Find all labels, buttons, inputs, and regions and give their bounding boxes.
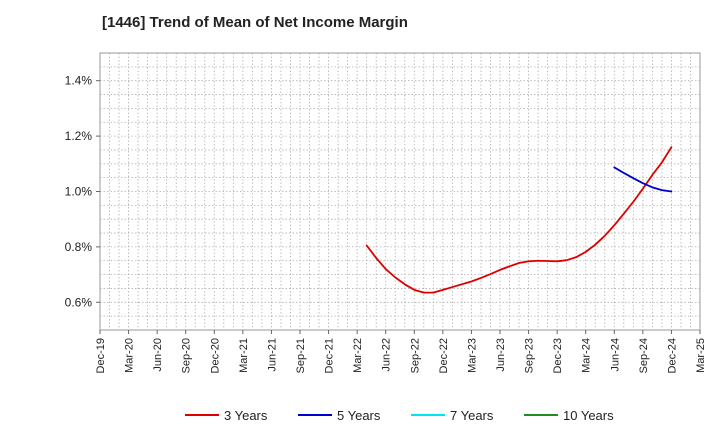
x-tick-label: Jun-23: [495, 338, 507, 372]
legend: 3 Years 5 Years 7 Years 10 Years: [185, 408, 614, 423]
legend-label-3-years: 3 Years: [224, 408, 268, 423]
x-tick-label: Sep-20: [181, 338, 193, 373]
x-tick-label: Sep-23: [524, 338, 536, 373]
x-tick-label: Dec-22: [438, 338, 450, 373]
x-tick-label: Mar-21: [238, 338, 250, 373]
x-tick-label: Jun-20: [152, 338, 164, 372]
legend-label-5-years: 5 Years: [337, 408, 381, 423]
series-line-5-years: [613, 166, 673, 193]
x-tick-label: Sep-21: [295, 338, 307, 373]
x-tick-label: Dec-19: [95, 338, 107, 373]
legend-label-7-years: 7 Years: [450, 408, 494, 423]
x-tick-label: Mar-23: [466, 338, 478, 373]
y-tick-label: 0.8%: [65, 240, 93, 254]
x-tick-label: Sep-24: [638, 338, 650, 373]
x-tick-label: Dec-20: [209, 338, 221, 373]
x-tick-label: Dec-21: [324, 338, 336, 373]
x-tick-label: Dec-23: [552, 338, 564, 373]
x-tick-label: Jun-22: [381, 338, 393, 372]
y-tick-label: 1.0%: [65, 185, 93, 199]
y-tick-label: 0.6%: [65, 295, 93, 309]
x-tick-label: Mar-25: [695, 338, 707, 373]
y-tick-label: 1.2%: [65, 129, 93, 143]
x-axis: Dec-19 Mar-20 Jun-20 Sep-20 Dec-20 Mar-21 Jun-…: [95, 330, 707, 373]
x-tick-label: Sep-22: [409, 338, 421, 373]
legend-label-10-years: 10 Years: [563, 408, 614, 423]
x-tick-label: Mar-24: [581, 338, 593, 373]
y-tick-label: 1.4%: [65, 74, 93, 88]
x-tick-label: Jun-21: [266, 338, 278, 372]
x-tick-label: Dec-24: [666, 338, 678, 373]
x-tick-label: Mar-20: [124, 338, 136, 373]
x-tick-label: Mar-22: [352, 338, 364, 373]
y-axis: 0.6% 0.8% 1.0% 1.2% 1.4%: [65, 74, 100, 309]
series-line-3-years: [365, 146, 673, 294]
series-layer: [365, 146, 673, 294]
plot-area-frame: [99, 52, 701, 331]
grid-layer: [100, 53, 700, 330]
chart-title: [1446] Trend of Mean of Net Income Margi…: [102, 14, 408, 31]
x-tick-label: Jun-24: [609, 338, 621, 372]
